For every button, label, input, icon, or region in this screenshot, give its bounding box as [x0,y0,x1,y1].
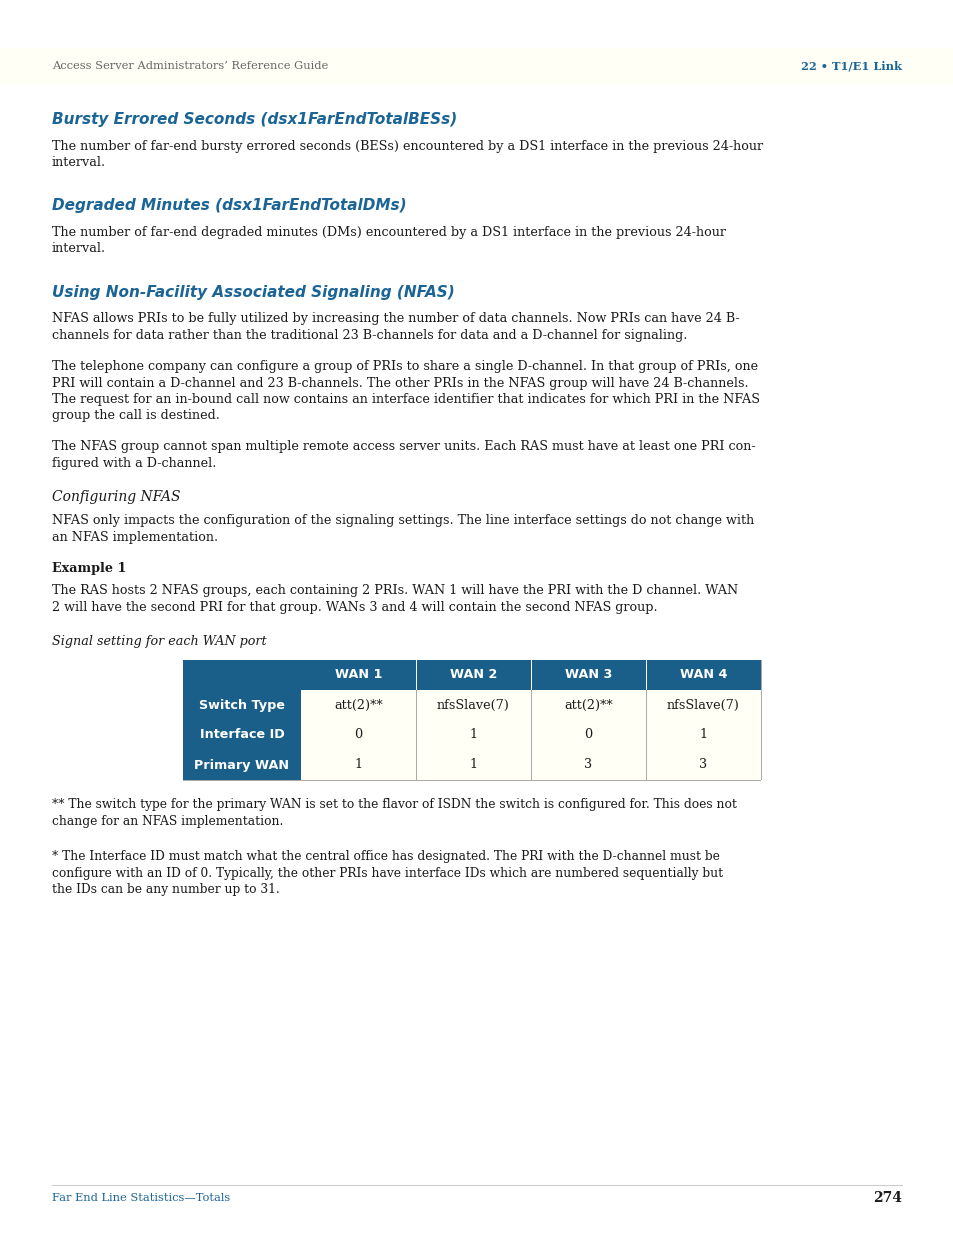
Bar [645,750,760,781]
Text: Degraded Minutes (dsx1FarEndTotalDMs): Degraded Minutes (dsx1FarEndTotalDMs) [52,198,406,212]
Text: att(2)**: att(2)** [563,699,612,711]
Bar [645,720,646,750]
Bar [183,690,301,720]
Text: 0: 0 [584,729,592,741]
Text: 3: 3 [699,758,707,772]
Text: 1: 1 [699,729,707,741]
Bar [531,690,532,720]
Bar [301,750,416,781]
Bar [645,720,760,750]
Text: NFAS allows PRIs to be fully utilized by increasing the number of data channels.: NFAS allows PRIs to be fully utilized by… [52,312,739,342]
Bar [531,659,532,690]
Text: WAN 2: WAN 2 [450,668,497,682]
Text: Configuring NFAS: Configuring NFAS [52,490,180,504]
Bar [416,720,531,750]
Bar [531,750,532,781]
Text: The number of far-end bursty errored seconds (BESs) encountered by a DS1 interfa: The number of far-end bursty errored sec… [52,140,762,169]
Text: The number of far-end degraded minutes (DMs) encountered by a DS1 interface in t: The number of far-end degraded minutes (… [52,226,725,256]
Text: The NFAS group cannot span multiple remote access server units. Each RAS must ha: The NFAS group cannot span multiple remo… [52,440,755,469]
Text: WAN 1: WAN 1 [335,668,382,682]
Text: Far End Line Statistics—Totals: Far End Line Statistics—Totals [52,1193,230,1203]
Bar [531,690,645,720]
Text: Interface ID: Interface ID [199,729,284,741]
Text: 22 • T1/E1 Link: 22 • T1/E1 Link [801,61,901,72]
Text: Signal setting for each WAN port: Signal setting for each WAN port [52,635,266,648]
Bar [531,750,645,781]
Bar [645,690,760,720]
Bar [183,659,184,781]
Text: Using Non-Facility Associated Signaling (NFAS): Using Non-Facility Associated Signaling … [52,285,455,300]
Text: nfsSlave(7): nfsSlave(7) [666,699,740,711]
Bar [416,750,531,781]
Text: * The Interface ID must match what the central office has designated. The PRI wi: * The Interface ID must match what the c… [52,850,722,897]
Bar [645,750,646,781]
Text: WAN 3: WAN 3 [564,668,612,682]
Text: The RAS hosts 2 NFAS groups, each containing 2 PRIs. WAN 1 will have the PRI wit: The RAS hosts 2 NFAS groups, each contai… [52,584,738,614]
Text: NFAS only impacts the configuration of the signaling settings. The line interfac: NFAS only impacts the configuration of t… [52,514,754,543]
Text: Primary WAN: Primary WAN [194,758,289,772]
Bar [183,720,301,750]
Bar [531,720,532,750]
Text: 1: 1 [469,729,477,741]
Text: WAN 4: WAN 4 [679,668,726,682]
Bar [183,750,301,781]
Bar [645,659,646,690]
Text: 1: 1 [469,758,477,772]
Bar [183,659,760,690]
Text: 3: 3 [584,758,592,772]
Text: The telephone company can configure a group of PRIs to share a single D-channel.: The telephone company can configure a gr… [52,359,760,422]
Text: 0: 0 [355,729,362,741]
Bar [301,720,416,750]
Text: Example 1: Example 1 [52,562,126,576]
Bar [0,48,953,84]
Text: ** The switch type for the primary WAN is set to the flavor of ISDN the switch i: ** The switch type for the primary WAN i… [52,798,736,827]
Bar [301,690,416,720]
Bar [531,720,645,750]
Text: 1: 1 [355,758,362,772]
Bar [645,690,646,720]
Text: Access Server Administrators’ Reference Guide: Access Server Administrators’ Reference … [52,61,328,70]
Bar [760,659,761,781]
Text: 274: 274 [872,1191,901,1205]
Bar [416,690,531,720]
Text: Bursty Errored Seconds (dsx1FarEndTotalBESs): Bursty Errored Seconds (dsx1FarEndTotalB… [52,112,456,127]
Text: nfsSlave(7): nfsSlave(7) [436,699,510,711]
Text: att(2)**: att(2)** [334,699,382,711]
Text: Switch Type: Switch Type [199,699,285,711]
